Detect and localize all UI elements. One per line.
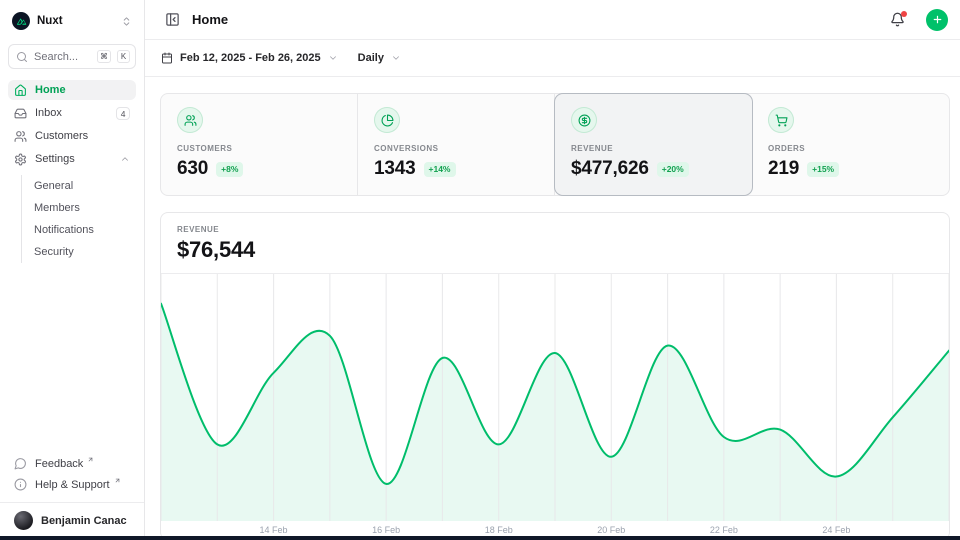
- sidebar-spacer: [8, 263, 136, 453]
- search-input[interactable]: Search... ⌘ K: [8, 44, 136, 69]
- stat-change-badge: +8%: [216, 161, 244, 177]
- sidebar-item-notifications[interactable]: Notifications: [34, 224, 94, 236]
- stats-row: CUSTOMERS 630 +8% CONVERSIONS 1343 +14%: [160, 93, 950, 196]
- gear-icon: [15, 153, 26, 165]
- sidebar-collapse-button[interactable]: [161, 9, 183, 31]
- sidebar-nav: Home Inbox 4 Customers Settings General …: [8, 80, 136, 263]
- chart-current-value: $76,544: [177, 237, 255, 262]
- stat-card-orders[interactable]: ORDERS 219 +15%: [752, 94, 949, 195]
- message-circle-icon: [14, 458, 26, 470]
- chart-header: REVENUE $76,544: [161, 213, 949, 274]
- stat-change-badge: +14%: [423, 161, 456, 177]
- stat-label: REVENUE: [571, 144, 614, 153]
- stat-value: 630: [177, 158, 209, 179]
- stat-value: 219: [768, 158, 800, 179]
- stat-change-badge: +20%: [656, 161, 689, 177]
- help-support-link[interactable]: Help & Support: [8, 474, 136, 495]
- sidebar-item-settings[interactable]: Settings: [8, 149, 136, 169]
- bell-icon: [890, 12, 904, 27]
- notifications-button[interactable]: [885, 8, 909, 32]
- sidebar-item-customers[interactable]: Customers: [8, 126, 136, 146]
- help-support-label: Help & Support: [35, 478, 110, 491]
- users-icon: [14, 130, 27, 142]
- panel-left-close-icon: [165, 13, 179, 26]
- stat-value: $477,626: [571, 158, 649, 179]
- date-range-value: Feb 12, 2025 - Feb 26, 2025: [180, 52, 321, 64]
- avatar: [14, 511, 33, 530]
- content: CUSTOMERS 630 +8% CONVERSIONS 1343 +14%: [145, 77, 960, 540]
- x-axis-labels: 14 Feb 16 Feb 18 Feb 20 Feb 22 Feb 24 Feb: [161, 521, 949, 540]
- x-tick-label: 18 Feb: [484, 525, 513, 535]
- notification-dot: [901, 10, 907, 17]
- date-range-picker[interactable]: Feb 12, 2025 - Feb 26, 2025: [161, 52, 338, 64]
- user-menu[interactable]: Benjamin Canac: [8, 503, 136, 534]
- nuxt-logo-icon: [12, 12, 30, 30]
- chevron-down-icon: [393, 56, 399, 60]
- sidebar: Nuxt Search... ⌘ K Home Inbox 4 Customer…: [0, 0, 145, 540]
- chart-title: REVENUE: [177, 225, 220, 234]
- feedback-label: Feedback: [35, 457, 84, 470]
- search-placeholder: Search...: [34, 50, 79, 63]
- sidebar-item-general[interactable]: General: [34, 180, 74, 192]
- x-tick-label: 16 Feb: [372, 525, 401, 535]
- main-area: Home Feb 12, 2025 - Feb 26, 2025 Daily: [145, 0, 960, 540]
- revenue-chart-card: REVENUE $76,544 14 Feb 16 Feb 18 Feb 20 Feb…: [160, 212, 950, 540]
- circle-dollar-icon: [571, 107, 597, 133]
- calendar-icon: [162, 52, 172, 64]
- user-name: Benjamin Canac: [41, 514, 127, 527]
- x-tick-label: 22 Feb: [709, 525, 738, 535]
- cart-icon: [768, 107, 794, 133]
- stat-label: CONVERSIONS: [374, 144, 439, 153]
- sidebar-item-label: Inbox: [35, 107, 62, 119]
- workspace-switcher[interactable]: Nuxt: [8, 10, 136, 32]
- stat-card-conversions[interactable]: CONVERSIONS 1343 +14%: [358, 94, 555, 195]
- plus-icon: [933, 15, 941, 24]
- sidebar-item-security[interactable]: Security: [34, 246, 74, 258]
- external-link-icon: [89, 457, 93, 462]
- x-tick-label: 20 Feb: [597, 525, 626, 535]
- filter-bar: Feb 12, 2025 - Feb 26, 2025 Daily: [145, 40, 960, 77]
- chevron-down-icon: [329, 56, 336, 60]
- inbox-count-badge: 4: [116, 106, 130, 120]
- sidebar-item-label: Home: [35, 84, 66, 96]
- sidebar-item-inbox[interactable]: Inbox 4: [8, 103, 136, 123]
- stat-label: CUSTOMERS: [177, 144, 233, 153]
- sidebar-item-label: Customers: [35, 130, 89, 142]
- sidebar-item-label: Settings: [35, 153, 75, 165]
- interval-value: Daily: [357, 52, 384, 64]
- stat-change-badge: +15%: [807, 161, 840, 177]
- kbd-k: K: [117, 50, 130, 63]
- chart-pie-icon: [374, 107, 400, 133]
- x-tick-label: 24 Feb: [822, 525, 851, 535]
- inbox-icon: [14, 108, 27, 118]
- x-tick-label: 14 Feb: [259, 525, 288, 535]
- stat-card-revenue[interactable]: REVENUE $477,626 +20%: [555, 94, 752, 195]
- bottom-edge-bar: [0, 536, 960, 540]
- search-icon: [17, 51, 27, 62]
- home-icon: [15, 84, 26, 96]
- info-circle-icon: [14, 478, 27, 491]
- external-link-icon: [115, 478, 119, 483]
- users-icon: [177, 107, 203, 133]
- workspace-name: Nuxt: [37, 15, 63, 27]
- revenue-area-chart[interactable]: 14 Feb 16 Feb 18 Feb 20 Feb 22 Feb 24 Feb: [161, 274, 949, 540]
- chevrons-up-down-icon: [123, 16, 130, 26]
- page-title: Home: [192, 12, 229, 27]
- stat-card-customers[interactable]: CUSTOMERS 630 +8%: [161, 94, 358, 195]
- topbar: Home: [145, 0, 960, 40]
- sidebar-item-members[interactable]: Members: [34, 202, 80, 214]
- stat-value: 1343: [374, 158, 416, 179]
- kbd-cmd: ⌘: [97, 50, 111, 63]
- interval-select[interactable]: Daily: [358, 52, 401, 64]
- chevron-up-icon: [122, 157, 128, 161]
- sidebar-item-home[interactable]: Home: [8, 80, 136, 100]
- settings-subnav: General Members Notifications Security: [21, 175, 136, 263]
- stat-label: ORDERS: [768, 144, 806, 153]
- add-button[interactable]: [926, 8, 948, 31]
- feedback-link[interactable]: Feedback: [8, 453, 136, 474]
- sidebar-divider: [0, 502, 144, 503]
